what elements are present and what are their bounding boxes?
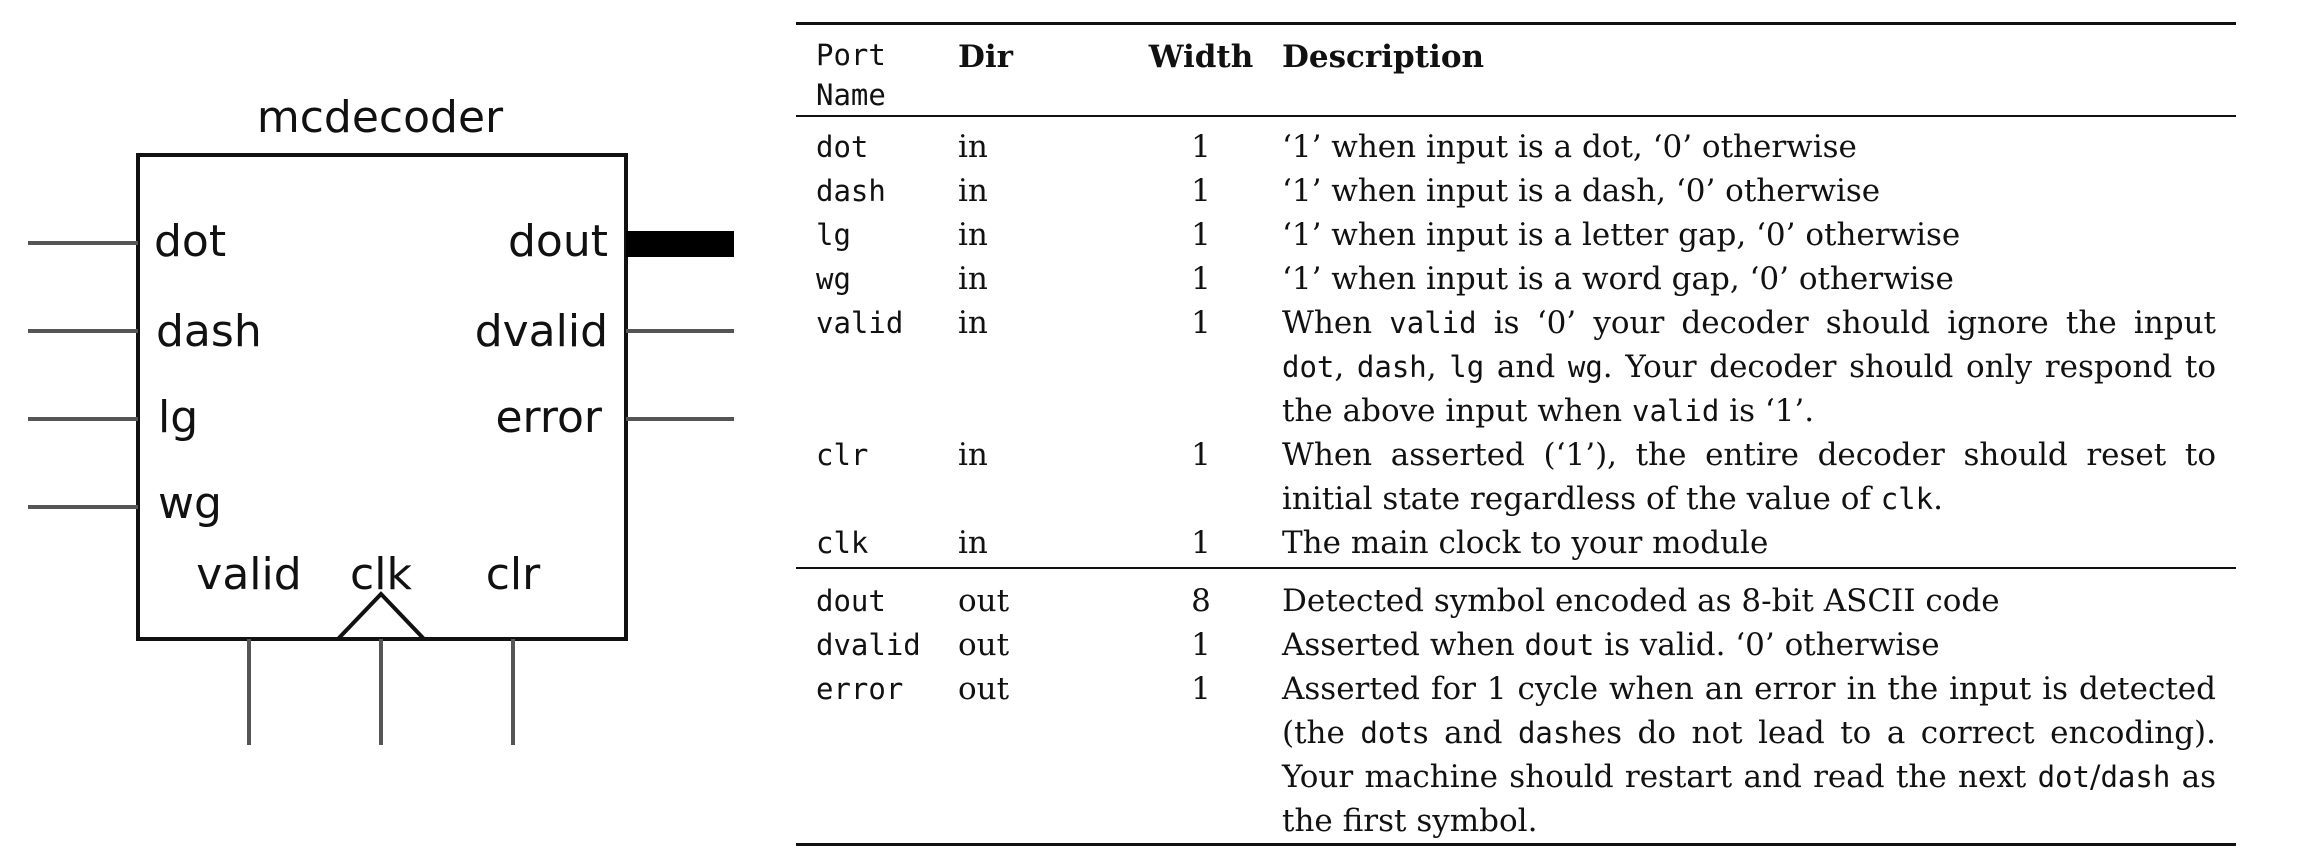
port-name: clk bbox=[816, 526, 869, 560]
port-label-dout: dout bbox=[508, 216, 608, 267]
header-description: Description bbox=[1282, 23, 2236, 117]
port-label-error: error bbox=[495, 392, 602, 443]
port-label-wg: wg bbox=[158, 478, 222, 529]
port-dir: in bbox=[958, 261, 988, 297]
table-row: lg in 1 ‘1’ when input is a letter gap, … bbox=[796, 213, 2236, 257]
table-row: dout out 8 Detected symbol encoded as 8-… bbox=[796, 568, 2236, 623]
table-row: wg in 1 ‘1’ when input is a word gap, ‘0… bbox=[796, 257, 2236, 301]
port-dir: in bbox=[958, 525, 988, 561]
port-dir: in bbox=[958, 173, 988, 209]
port-dir: in bbox=[958, 305, 988, 341]
port-name: wg bbox=[816, 262, 851, 296]
port-label-valid: valid bbox=[196, 549, 301, 600]
port-dir: in bbox=[958, 217, 988, 253]
table-row: dot in 1 ‘1’ when input is a dot, ‘0’ ot… bbox=[796, 116, 2236, 169]
port-width: 1 bbox=[1191, 217, 1211, 253]
port-width: 1 bbox=[1191, 173, 1211, 209]
port-description: When asserted (‘1’), the entire decoder … bbox=[1282, 437, 2216, 517]
port-description: Detected symbol encoded as 8-bit ASCII c… bbox=[1282, 583, 2000, 619]
port-table-container: Port Name Dir Width Description dot in 1… bbox=[796, 22, 2236, 846]
port-bus-dout bbox=[626, 231, 734, 257]
port-name: dout bbox=[816, 584, 886, 618]
port-width: 1 bbox=[1191, 437, 1211, 473]
port-name: valid bbox=[816, 306, 904, 340]
port-dir: out bbox=[958, 671, 1010, 707]
port-label-dash: dash bbox=[156, 306, 262, 357]
port-description: The main clock to your module bbox=[1282, 525, 1769, 561]
table-row: dash in 1 ‘1’ when input is a dash, ‘0’ … bbox=[796, 169, 2236, 213]
port-width: 1 bbox=[1191, 525, 1211, 561]
port-dir: in bbox=[958, 129, 988, 165]
port-dir: out bbox=[958, 627, 1010, 663]
port-label-clk: clk bbox=[350, 549, 412, 600]
block-title: mcdecoder bbox=[257, 92, 504, 143]
port-name: dot bbox=[816, 130, 869, 164]
port-label-dvalid: dvalid bbox=[475, 306, 608, 357]
table-row: clk in 1 The main clock to your module bbox=[796, 521, 2236, 568]
mcdecoder-block-diagram: mcdecoder dot dash lg wg dout dvalid err… bbox=[28, 92, 734, 745]
header-port-name: Port Name bbox=[796, 23, 958, 117]
port-description: ‘1’ when input is a letter gap, ‘0’ othe… bbox=[1282, 217, 1961, 253]
port-description: Asserted when dout is valid. ‘0’ otherwi… bbox=[1282, 627, 1940, 663]
port-description: Asserted for 1 cycle when an error in th… bbox=[1282, 671, 2216, 839]
port-dir: out bbox=[958, 583, 1010, 619]
port-width: 1 bbox=[1191, 261, 1211, 297]
port-width: 1 bbox=[1191, 671, 1211, 707]
port-width: 1 bbox=[1191, 305, 1211, 341]
header-dir: Dir bbox=[958, 23, 1120, 117]
port-description: ‘1’ when input is a dot, ‘0’ otherwise bbox=[1282, 129, 1857, 165]
table-row: error out 1 Asserted for 1 cycle when an… bbox=[796, 667, 2236, 845]
port-description: When valid is ‘0’ your decoder should ig… bbox=[1282, 305, 2216, 429]
port-description: ‘1’ when input is a word gap, ‘0’ otherw… bbox=[1282, 261, 1954, 297]
port-width: 1 bbox=[1191, 129, 1211, 165]
port-label-clr: clr bbox=[486, 549, 541, 600]
input-ports-section: dot in 1 ‘1’ when input is a dot, ‘0’ ot… bbox=[796, 116, 2236, 568]
port-name: clr bbox=[816, 438, 869, 472]
table-row: clr in 1 When asserted (‘1’), the entire… bbox=[796, 433, 2236, 521]
port-label-dot: dot bbox=[154, 216, 226, 267]
port-table: Port Name Dir Width Description dot in 1… bbox=[796, 22, 2236, 846]
port-name: dvalid bbox=[816, 628, 921, 662]
port-width: 8 bbox=[1191, 583, 1211, 619]
port-dir: in bbox=[958, 437, 988, 473]
header-width: Width bbox=[1120, 23, 1282, 117]
port-name: dash bbox=[816, 174, 886, 208]
output-ports-section: dout out 8 Detected symbol encoded as 8-… bbox=[796, 568, 2236, 845]
clock-triangle-icon bbox=[336, 591, 426, 641]
table-row: dvalid out 1 Asserted when dout is valid… bbox=[796, 623, 2236, 667]
table-row: valid in 1 When valid is ‘0’ your decode… bbox=[796, 301, 2236, 433]
port-label-lg: lg bbox=[158, 392, 198, 443]
port-description: ‘1’ when input is a dash, ‘0’ otherwise bbox=[1282, 173, 1881, 209]
port-width: 1 bbox=[1191, 627, 1211, 663]
port-name: error bbox=[816, 672, 904, 706]
port-table-header: Port Name Dir Width Description bbox=[796, 23, 2236, 117]
port-name: lg bbox=[816, 218, 851, 252]
